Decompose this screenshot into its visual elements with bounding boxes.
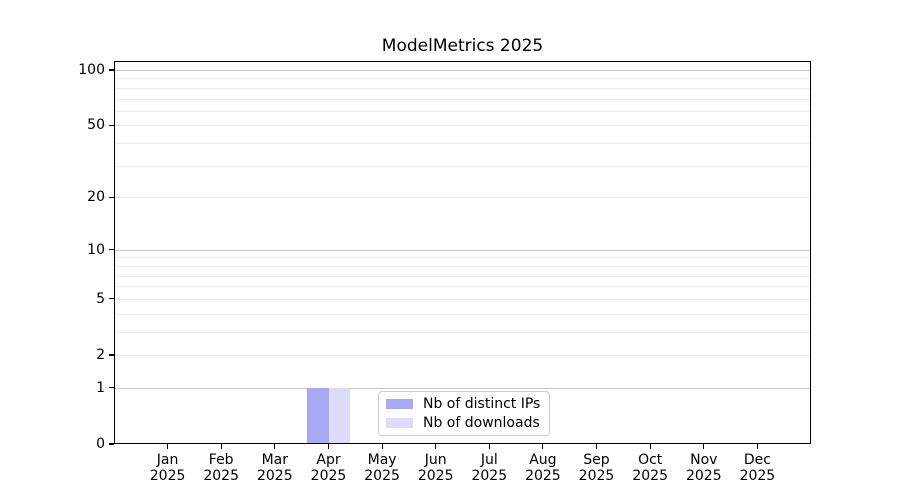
y-tick-label: 5 — [96, 290, 105, 307]
y-gridline-major — [114, 249, 811, 251]
y-tick — [109, 196, 114, 198]
x-tick-label: Oct 2025 — [632, 452, 668, 484]
y-gridline-minor — [114, 87, 811, 89]
legend-label: Nb of distinct IPs — [423, 395, 541, 412]
x-tick-label: Feb 2025 — [203, 452, 239, 484]
legend-swatch — [386, 399, 413, 409]
y-gridline-minor — [114, 286, 811, 288]
y-tick-label: 10 — [87, 241, 105, 258]
y-tick-label: 2 — [96, 347, 105, 363]
bar-nb-of-distinct-ips — [307, 387, 329, 444]
y-gridline-minor — [114, 355, 811, 356]
y-tick — [109, 443, 114, 445]
y-gridline-minor — [114, 298, 811, 300]
y-tick — [109, 387, 114, 389]
x-tick — [756, 444, 758, 449]
legend-label: Nb of downloads — [423, 414, 540, 431]
x-tick — [595, 444, 598, 449]
x-tick-label: Dec 2025 — [739, 452, 776, 484]
y-gridline-minor — [114, 313, 811, 315]
y-gridline-minor — [114, 125, 811, 127]
y-gridline-minor — [114, 265, 811, 267]
y-gridline-major — [114, 70, 811, 71]
x-tick — [488, 444, 490, 449]
x-tick — [274, 444, 276, 449]
y-tick — [109, 354, 114, 356]
y-tick-label: 100 — [78, 62, 105, 78]
y-tick — [109, 69, 114, 71]
x-tick — [649, 444, 651, 449]
x-tick — [542, 444, 544, 449]
x-tick — [327, 444, 330, 449]
x-tick — [381, 444, 383, 449]
y-tick — [109, 249, 114, 251]
x-tick — [435, 444, 437, 449]
x-tick — [703, 444, 705, 449]
y-tick — [109, 298, 114, 300]
y-tick-label: 1 — [96, 379, 105, 396]
y-gridline-minor — [114, 98, 811, 100]
y-gridline-minor — [114, 257, 811, 259]
y-tick — [109, 124, 114, 126]
y-tick-label: 20 — [87, 189, 105, 206]
y-gridline-minor — [114, 165, 811, 167]
x-tick — [167, 444, 169, 449]
x-tick-label: Jul 2025 — [471, 452, 508, 484]
x-tick-label: Mar 2025 — [256, 452, 293, 484]
y-gridline-major — [114, 387, 811, 389]
x-tick-label: Nov 2025 — [685, 452, 722, 484]
x-tick-label: Sep 2025 — [578, 452, 615, 484]
y-tick-label: 50 — [87, 117, 105, 134]
bar-nb-of-downloads — [328, 387, 350, 444]
y-tick-label: 0 — [96, 436, 105, 452]
x-tick-label: Jan 2025 — [149, 452, 186, 484]
y-gridline-minor — [114, 78, 811, 80]
y-gridline-minor — [114, 275, 811, 277]
x-tick — [220, 444, 222, 449]
x-tick-label: Apr 2025 — [310, 452, 347, 484]
x-tick-label: Jun 2025 — [417, 452, 454, 484]
y-gridline-minor — [114, 110, 811, 112]
legend: Nb of distinct IPs Nb of downloads — [378, 391, 550, 436]
y-gridline-minor — [114, 143, 811, 145]
y-gridline-minor — [114, 331, 811, 333]
legend-swatch — [386, 418, 413, 428]
x-tick-label: May 2025 — [364, 452, 400, 484]
y-gridline-minor — [114, 197, 811, 199]
chart-title: ModelMetrics 2025 — [381, 36, 544, 56]
legend-entry: Nb of downloads — [386, 414, 541, 431]
plot-area-border — [114, 61, 811, 444]
x-tick-label: Aug 2025 — [525, 452, 561, 484]
legend-entry: Nb of distinct IPs — [386, 395, 541, 412]
